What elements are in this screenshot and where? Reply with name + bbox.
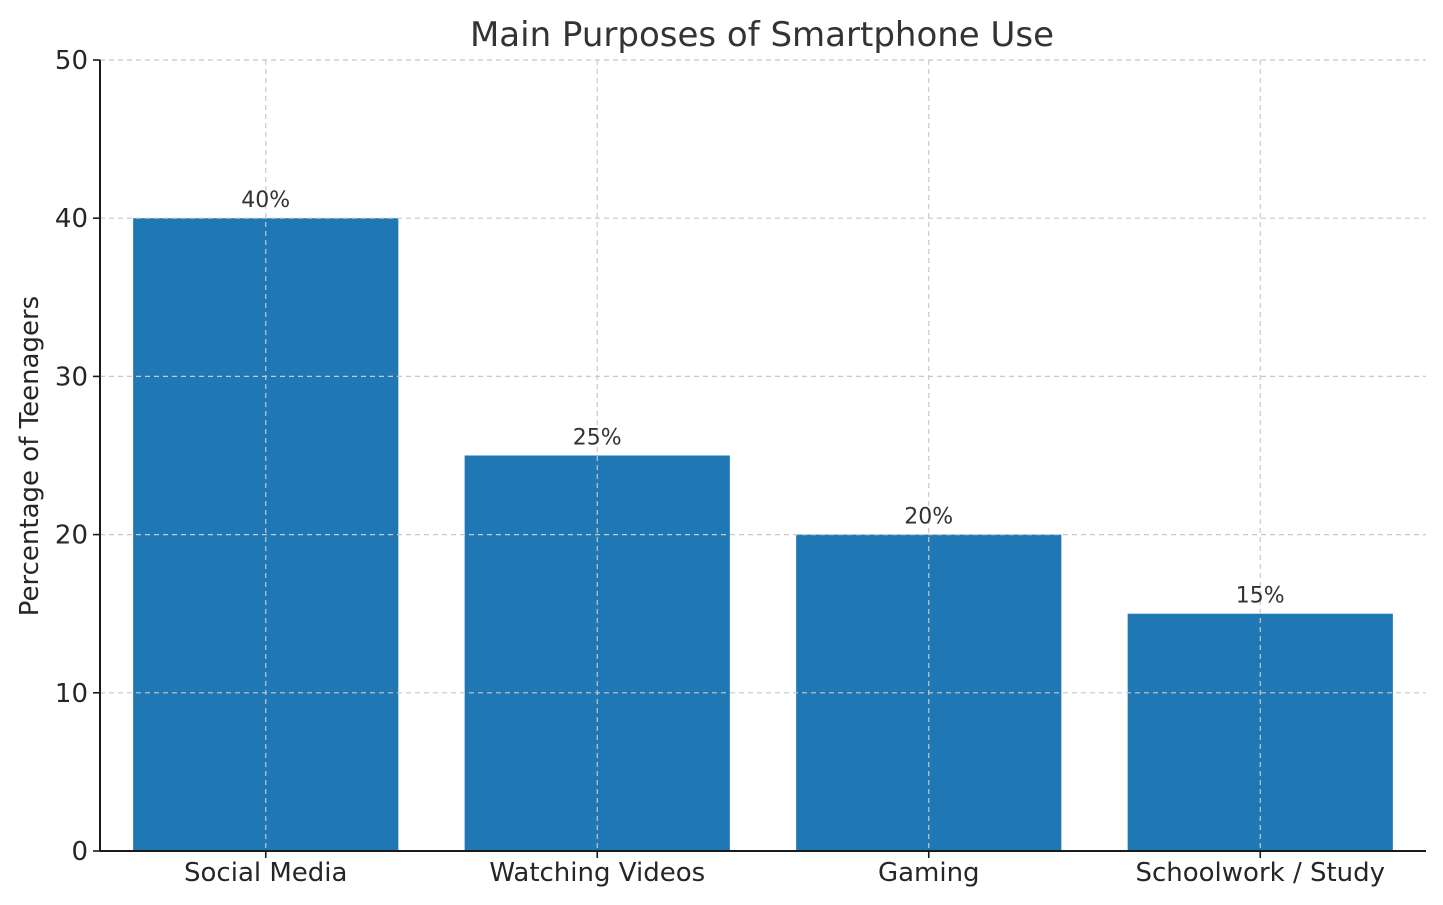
bars (133, 218, 1393, 851)
data-label: 40% (241, 188, 290, 213)
x-tick-label: Schoolwork / Study (1135, 858, 1385, 888)
y-tick-label: 50 (55, 46, 88, 76)
data-label: 25% (573, 426, 622, 451)
gridlines (100, 59, 1426, 851)
axes (93, 59, 1426, 858)
chart-title: Main Purposes of Smartphone Use (470, 15, 1054, 55)
y-tick-label: 20 (55, 521, 88, 551)
y-tick-label: 10 (55, 679, 88, 709)
x-tick-label: Gaming (878, 858, 980, 888)
x-tick-label: Watching Videos (489, 858, 705, 888)
labels: 0 10 20 30 40 50 Social Media Watching Videos Ga… (55, 46, 1385, 888)
y-tick-label: 30 (55, 362, 88, 392)
x-tick-label: Social Media (184, 858, 347, 888)
y-tick-label: 0 (71, 837, 88, 867)
data-label: 20% (904, 505, 953, 530)
y-tick-label: 40 (55, 204, 88, 234)
data-label: 15% (1236, 584, 1285, 609)
y-axis-label: Percentage of Teenagers (15, 296, 45, 616)
